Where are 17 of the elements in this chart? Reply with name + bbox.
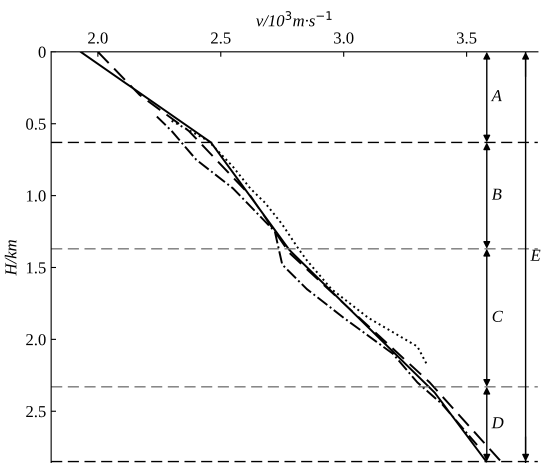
y-tick-label: 2.0 — [26, 334, 46, 346]
annotation: B — [492, 188, 502, 200]
x-tick-label: 3.0 — [334, 32, 354, 44]
y-tick-label: 1.0 — [26, 190, 46, 202]
y-tick-label: 2.5 — [26, 406, 46, 418]
x-tick-label: 2.5 — [211, 32, 231, 44]
y-axis-title: H/km — [4, 240, 17, 276]
y-tick-label: 0.5 — [26, 118, 46, 130]
y-tick-label: 0 — [38, 46, 46, 58]
x-tick-label: 2.0 — [88, 32, 108, 44]
annotation: D — [492, 417, 504, 428]
annotation: A — [490, 90, 502, 102]
ref-line-label: E — [530, 250, 540, 261]
x-axis-title: v/10$^{3}$m·s$^{−1}$ — [256, 11, 332, 26]
annotation: C — [492, 310, 503, 322]
x-tick-label: 3.5 — [456, 32, 476, 44]
y-tick-label: 1.5 — [26, 262, 46, 274]
